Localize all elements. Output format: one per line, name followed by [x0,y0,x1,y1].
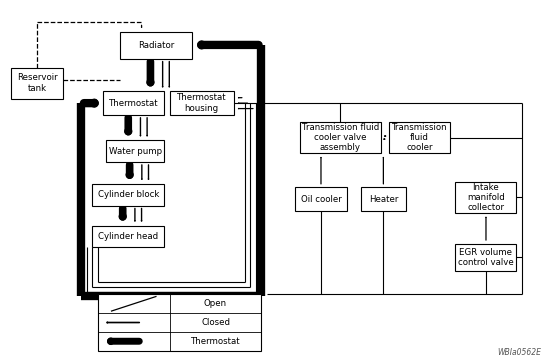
Bar [92,184,165,206]
Bar [11,68,63,99]
Bar [106,140,165,162]
Bar [361,187,405,211]
Bar [92,226,165,247]
Text: Closed: Closed [201,318,230,327]
Text: Open: Open [204,299,227,308]
Text: Reservoir
tank: Reservoir tank [17,74,57,93]
Text: Intake
manifold
collector: Intake manifold collector [467,182,505,212]
Bar [98,294,261,351]
Bar [170,91,234,115]
Text: Radiator: Radiator [138,41,174,50]
Bar [389,122,450,153]
Bar [120,32,192,59]
Text: Cylinder block: Cylinder block [97,190,159,199]
Text: EGR volume
control valve: EGR volume control valve [458,248,514,267]
Text: WBIa0562E: WBIa0562E [498,348,542,357]
Text: Water pump: Water pump [108,147,162,156]
Text: Thermostat
housing: Thermostat housing [177,94,226,113]
Text: Heater: Heater [369,195,398,204]
Text: Transmission
fluid
cooler: Transmission fluid cooler [391,123,447,153]
Text: Cylinder head: Cylinder head [98,232,158,241]
Bar [455,182,517,213]
Text: Thermostat: Thermostat [109,99,158,108]
Text: Transmission fluid
cooler valve
assembly: Transmission fluid cooler valve assembly [302,123,379,153]
Text: Thermostat: Thermostat [191,337,240,346]
Bar [103,91,165,115]
Bar [300,122,381,153]
Text: Oil cooler: Oil cooler [301,195,341,204]
Bar [455,244,517,271]
Bar [295,187,348,211]
